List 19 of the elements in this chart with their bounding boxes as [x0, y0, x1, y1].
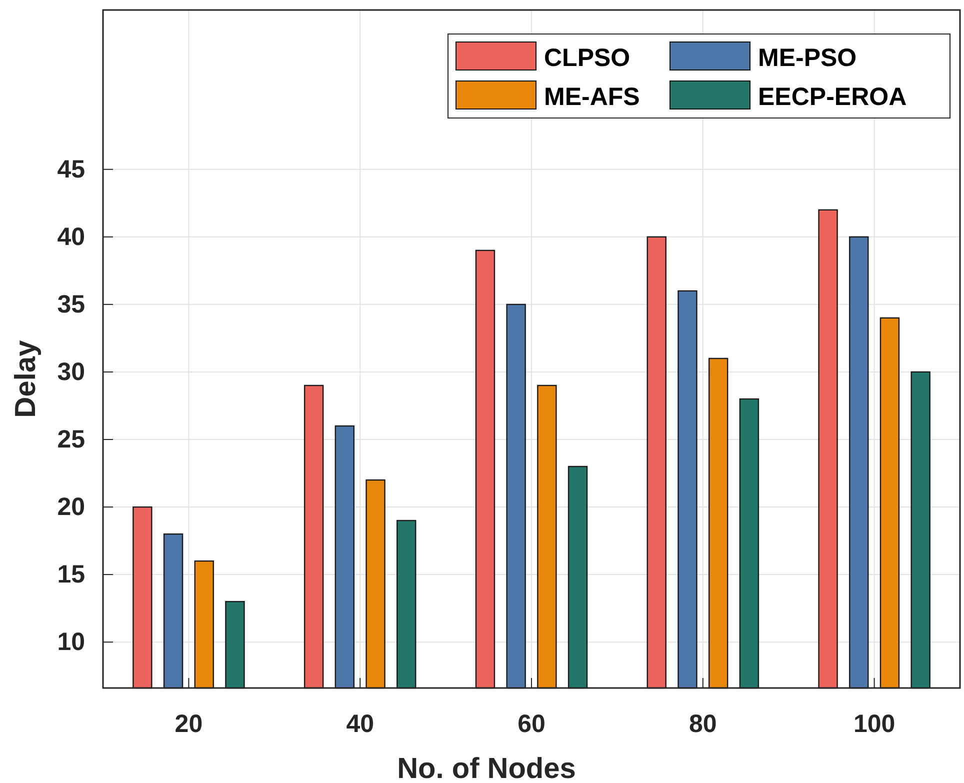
x-tick-label: 20 — [174, 710, 203, 738]
legend-label: ME-AFS — [544, 83, 640, 111]
y-tick-label: 30 — [57, 358, 85, 386]
y-axis-title: Delay — [10, 340, 42, 418]
y-tick-label: 10 — [57, 628, 85, 656]
y-tick-label: 15 — [57, 560, 86, 589]
y-tick-label: 35 — [57, 290, 86, 318]
x-tick-label: 100 — [853, 710, 896, 738]
legend-label: CLPSO — [544, 44, 630, 72]
y-tick-label: 45 — [57, 155, 86, 184]
x-axis-title: No. of Nodes — [397, 753, 576, 783]
x-tick-label: 60 — [518, 710, 546, 738]
legend-label: EECP-EROA — [758, 83, 907, 111]
y-tick-label: 25 — [57, 425, 86, 454]
x-tick-label: 40 — [346, 710, 374, 738]
y-tick-label: 20 — [57, 493, 85, 522]
x-tick-label: 80 — [688, 710, 717, 738]
legend-label: ME-PSO — [758, 44, 857, 72]
y-tick-label: 40 — [57, 222, 85, 251]
